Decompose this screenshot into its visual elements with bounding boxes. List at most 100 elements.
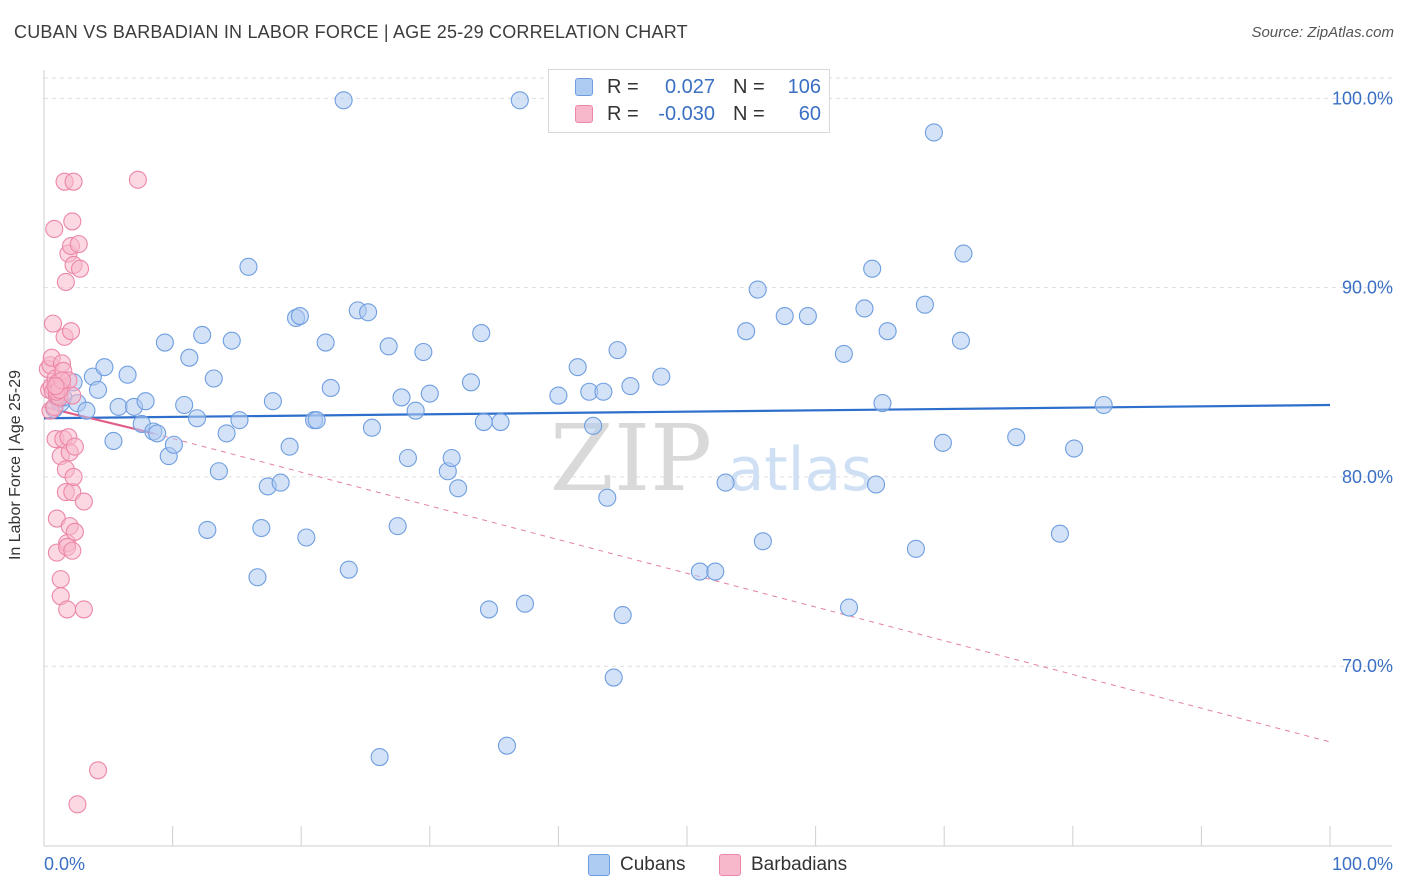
barbadian-point: [61, 322, 81, 341]
barbadian-point: [43, 314, 63, 333]
barbadian-point: [65, 437, 84, 456]
y-tick-label: 80.0%: [1342, 467, 1393, 487]
x-tick-label-start: 0.0%: [44, 854, 85, 874]
cuban-point: [621, 377, 640, 396]
legend-item-barbadians[interactable]: Barbadians: [719, 853, 847, 877]
cuban-point: [104, 431, 123, 451]
cuban-point: [155, 333, 174, 352]
barbadian-point: [64, 172, 83, 191]
barbadian-trend-line-dashed: [153, 432, 1331, 743]
cuban-point: [568, 358, 587, 377]
barbadian-point: [74, 492, 93, 511]
r-value: -0.030: [658, 102, 715, 125]
cuban-point: [77, 401, 96, 420]
y-tick-label: 100.0%: [1332, 88, 1393, 108]
stats-legend: R = 0.027 N = 106 R = -0.030 N = 60: [548, 69, 830, 133]
cuban-point: [1094, 395, 1113, 415]
cuban-point: [497, 736, 517, 755]
cuban-point: [263, 392, 282, 411]
legend-row-barbadians: R = -0.030 N = 60: [575, 102, 821, 126]
barbadian-point: [64, 467, 83, 486]
barbadian-point: [70, 259, 90, 278]
cuban-point: [280, 437, 299, 456]
barbadians-legend-label: Barbadians: [751, 854, 848, 875]
cuban-point: [906, 539, 925, 558]
cuban-point: [839, 598, 859, 617]
y-tick-label: 90.0%: [1342, 278, 1393, 298]
barbadian-point: [69, 235, 88, 254]
r-label: R =: [607, 75, 639, 98]
cubans-legend-swatch: [588, 854, 610, 876]
cuban-point: [239, 257, 258, 276]
barbadian-point: [63, 541, 82, 560]
x-tick-label-end: 100.0%: [1332, 854, 1393, 874]
barbadian-point: [63, 212, 82, 231]
cuban-point: [515, 594, 535, 613]
n-label: N =: [733, 102, 765, 125]
cuban-point: [1065, 439, 1084, 458]
cuban-point: [716, 473, 735, 492]
y-tick-label: 70.0%: [1342, 656, 1393, 676]
cuban-point: [290, 306, 309, 326]
cuban-point: [855, 299, 874, 318]
cuban-point: [1007, 428, 1026, 447]
cuban-point: [148, 424, 167, 443]
cuban-point: [479, 600, 499, 619]
cuban-point: [834, 344, 853, 363]
watermark-atlas: atlas: [728, 435, 873, 505]
cuban-point: [613, 606, 632, 625]
cuban-point: [248, 568, 267, 587]
legend-row-cubans: R = 0.027 N = 106: [575, 75, 821, 99]
cuban-point: [420, 384, 439, 403]
cuban-point: [737, 322, 756, 341]
barbadian-point: [68, 795, 87, 814]
cuban-point: [690, 562, 709, 581]
cuban-point: [230, 411, 249, 430]
cuban-point: [339, 560, 358, 579]
cuban-point: [193, 325, 212, 345]
cubans-legend-label: Cubans: [620, 854, 686, 875]
cuban-point: [598, 488, 617, 507]
cuban-point: [209, 462, 228, 481]
cuban-point: [398, 448, 417, 468]
cuban-point: [204, 369, 223, 388]
cuban-point: [388, 517, 407, 536]
cuban-point: [406, 401, 425, 420]
legend-item-cubans[interactable]: Cubans: [588, 853, 686, 877]
barbadians-legend-swatch: [719, 854, 741, 876]
cuban-point: [474, 412, 493, 432]
barbadian-point: [88, 761, 108, 780]
barbadian-point: [65, 522, 84, 541]
cuban-point: [449, 479, 468, 498]
cuban-point: [866, 475, 886, 494]
cuban-point: [954, 244, 973, 263]
cuban-point: [798, 306, 817, 326]
cuban-point: [414, 342, 433, 362]
cuban-point: [316, 333, 335, 352]
cuban-point: [175, 395, 194, 415]
barbadian-point: [74, 600, 93, 619]
n-label: N =: [733, 75, 765, 98]
source-credit: Source: ZipAtlas.com: [1251, 24, 1394, 41]
cuban-point: [222, 331, 241, 350]
barbadian-point: [45, 219, 64, 239]
cuban-point: [491, 412, 510, 432]
cuban-trend-line: [43, 403, 1331, 420]
chart-title: CUBAN VS BARBADIAN IN LABOR FORCE | AGE …: [14, 22, 688, 42]
cuban-point: [878, 322, 897, 341]
cuban-point: [706, 562, 725, 581]
cuban-point: [297, 528, 316, 547]
cuban-point: [187, 409, 207, 428]
cuban-point: [252, 518, 271, 538]
watermark-zip: ZIP: [550, 405, 712, 512]
cuban-point: [608, 341, 627, 360]
n-value: 60: [798, 102, 821, 125]
cuban-point: [379, 337, 398, 356]
cuban-point: [472, 324, 491, 343]
cuban-point: [442, 448, 461, 468]
cuban-point: [873, 394, 892, 413]
cuban-point: [584, 416, 603, 435]
r-value: 0.027: [664, 75, 715, 98]
cuban-point: [334, 91, 353, 110]
